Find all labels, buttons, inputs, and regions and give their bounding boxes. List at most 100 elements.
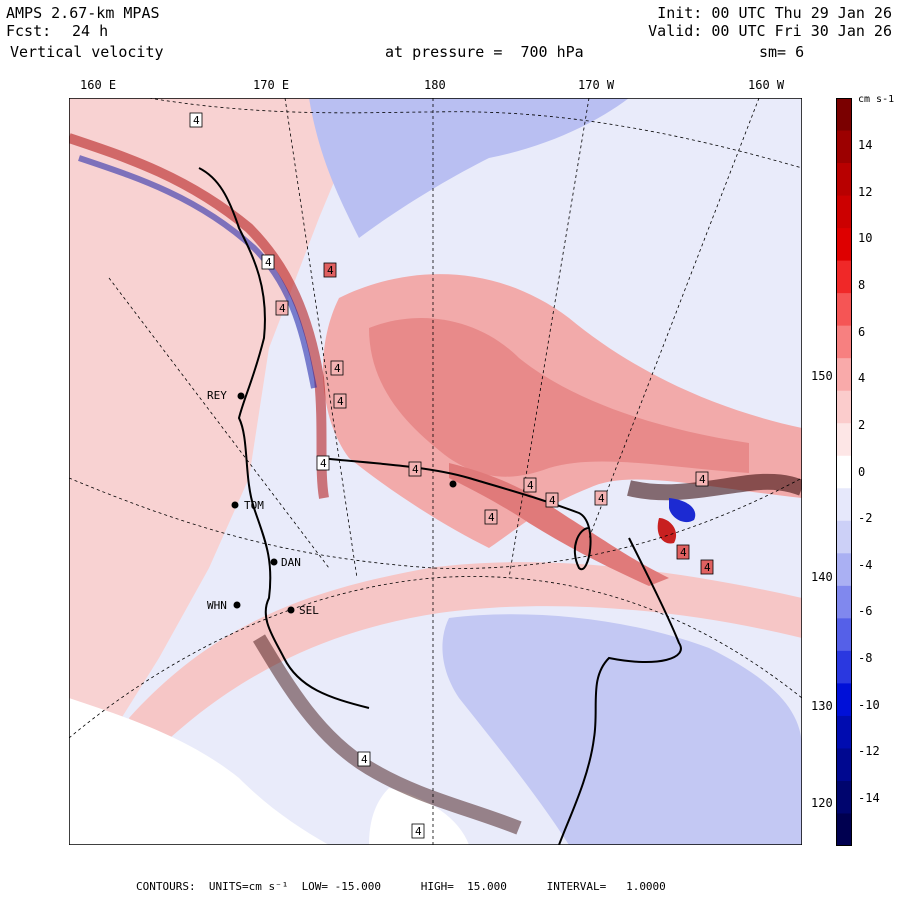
contour-label: 4 [189,112,203,128]
vertical-velocity-map: REY TOM DAN WHN SEL 4 4 4 4 4 4 4 4 4 4 … [69,98,802,845]
colorbar-tick-label: 0 [858,464,866,479]
strong-positive-east [657,518,677,544]
contour-label: 4 [261,254,275,270]
contour-info-footer: CONTOURS: UNITS=cm s⁻¹ LOW= -15.000 HIGH… [136,880,666,893]
colorbar-tick-label: 4 [858,371,866,386]
coastline-1 [198,167,370,709]
pressure-level: at pressure = 700 hPa [385,43,584,61]
contour-label: 4 [676,544,690,560]
svg-text:4: 4 [488,511,495,524]
svg-text:4: 4 [334,362,341,375]
colorbar-swatch [836,98,852,132]
svg-text:4: 4 [320,457,327,470]
contour-label: 4 [594,490,608,506]
svg-text:4: 4 [327,264,334,277]
forecast-value: 24 h [72,22,109,40]
smoothing-value: sm= 6 [759,43,805,61]
colorbar-swatch [836,780,852,814]
positive-band-south [449,463,669,586]
colorbar-swatch [836,195,852,229]
colorbar-tick-label: -2 [858,511,873,526]
colorbar-swatch [836,423,852,457]
svg-text:4: 4 [279,302,286,315]
svg-text:4: 4 [598,492,605,505]
colorbar-swatch [836,228,852,262]
colorbar [836,98,852,846]
colorbar-swatch [836,260,852,294]
colorbar-swatch [836,748,852,782]
colorbar-swatch [836,293,852,327]
station-dot-rey [237,392,245,400]
colorbar-swatch [836,488,852,522]
negative-region-north [309,98,629,238]
mountain-signal-west-neg [78,155,317,389]
mountain-signal-east [627,473,802,501]
colorbar-swatch [836,130,852,164]
station-dot-dan [270,558,278,566]
colorbar-tick-label: 14 [858,138,873,152]
colorbar-swatch [836,585,852,619]
svg-text:4: 4 [337,395,344,408]
contour-label: 4 [330,360,344,376]
station-label-sel: SEL [299,604,319,617]
colorbar-swatch [836,683,852,717]
terrain-white-patch-2 [369,788,469,845]
negative-region-south [442,614,802,845]
contour-label: 4 [484,509,498,525]
station-dot-sel [287,606,295,614]
colorbar-swatch [836,163,852,197]
colorbar-tick-label: -4 [858,557,873,572]
contour-label: 4 [323,262,337,278]
mountain-signal-west [69,133,329,499]
svg-text:4: 4 [193,114,200,127]
colorbar-swatch [836,358,852,392]
colorbar-tick-label: 6 [858,324,866,339]
forecast-label: Fcst: [6,22,52,40]
station-label-whn: WHN [207,599,227,612]
graticule [69,98,802,845]
contour-label: 4 [408,461,422,477]
positive-region-arc [129,562,802,758]
colorbar-swatch [836,813,852,846]
svg-text:4: 4 [265,256,272,269]
contour-label: 4 [357,751,371,767]
colorbar-tick-label: 12 [858,184,873,199]
colorbar-swatch [836,715,852,749]
colorbar-tick-label: -10 [858,697,880,712]
station-label-dan: DAN [281,556,301,569]
positive-region-west [69,98,369,778]
svg-text:4: 4 [527,479,534,492]
model-title: AMPS 2.67-km MPAS [6,4,160,22]
colorbar-swatch [836,520,852,554]
contour-label: 4 [333,393,347,409]
colorbar-swatch [836,618,852,652]
contour-label: 4 [275,300,289,316]
colorbar-units: cm s-1 [858,94,895,105]
station-dot-east [449,480,457,488]
terrain-white-patch [69,698,329,845]
svg-text:4: 4 [415,825,422,838]
lon-label-180: 180 [424,78,446,92]
colorbar-tick-label: 2 [858,417,866,432]
variable-name: Vertical velocity [10,43,164,61]
station-label-rey: REY [207,389,227,402]
svg-text:4: 4 [361,753,368,766]
station-dot-whn [233,601,241,609]
init-time: Init: 00 UTC Thu 29 Jan 26 [657,4,892,22]
contour-label: 4 [545,492,559,508]
svg-text:4: 4 [412,463,419,476]
colorbar-swatch [836,325,852,359]
contour-label: 4 [695,471,709,487]
lon-label-160w: 160 W [748,78,785,92]
contour-label: 4 [700,559,714,575]
contour-label: 4 [411,823,425,839]
colorbar-tick-label: -8 [858,651,873,666]
strong-negative-east [669,498,696,523]
coastline-3 [558,537,682,845]
colorbar-tick-label: 10 [858,231,873,246]
colorbar-tick-label: 8 [858,277,866,292]
colorbar-swatch [836,553,852,587]
lon-label-160e: 160 E [80,78,117,92]
colorbar-tick-label: -6 [858,604,873,619]
colorbar-swatch [836,650,852,684]
